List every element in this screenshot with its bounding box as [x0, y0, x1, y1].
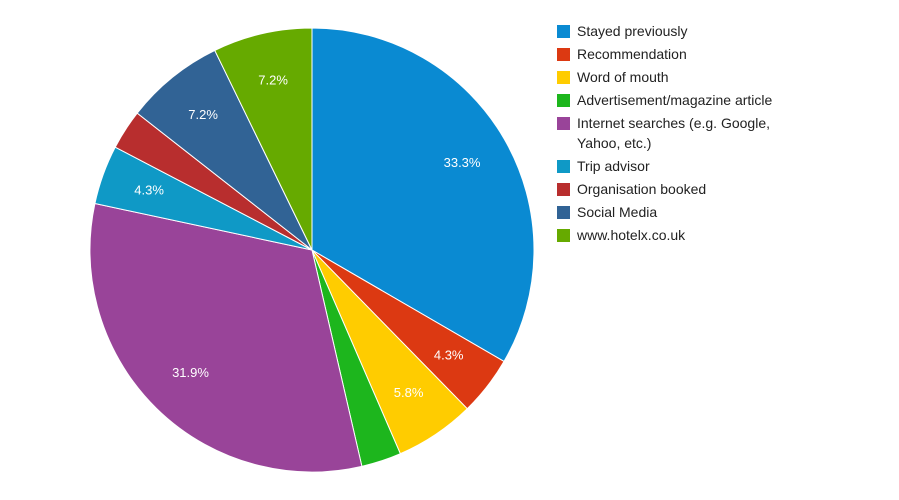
legend-item-internet-searches-e-g-google-yahoo-etc: Internet searches (e.g. Google, Yahoo, et…	[557, 115, 770, 151]
legend-swatch-advertisement-magazine-article	[557, 94, 570, 107]
legend-item-organisation-booked: Organisation booked	[557, 181, 706, 197]
legend-label-www-hotelx-co-uk: www.hotelx.co.uk	[576, 227, 686, 243]
legend-label-social-media: Social Media	[577, 204, 657, 220]
legend-swatch-www-hotelx-co-uk	[557, 229, 570, 242]
legend-item-stayed-previously: Stayed previously	[557, 23, 688, 39]
legend-label-recommendation: Recommendation	[577, 46, 687, 62]
pie-slice-internet-searches-e-g-google-yahoo-etc	[89, 203, 363, 473]
legend-swatch-social-media	[557, 206, 570, 219]
slice-label-social-media: 7.2%	[188, 107, 218, 122]
legend-swatch-stayed-previously	[557, 25, 570, 38]
legend-label-organisation-booked: Organisation booked	[577, 181, 706, 197]
legend-label-word-of-mouth: Word of mouth	[577, 69, 669, 85]
legend-label-internet-searches-e-g-google-yahoo-etc: Internet searches (e.g. Google,	[577, 115, 770, 131]
pie-slice-social-media	[136, 49, 313, 251]
slice-label-internet-searches-e-g-google-yahoo-etc: 31.9%	[172, 365, 209, 380]
legend-label-internet-searches-e-g-google-yahoo-etc-line-2: Yahoo, etc.)	[577, 135, 651, 151]
pie-slice-stayed-previously	[311, 27, 535, 362]
legend-swatch-internet-searches-e-g-google-yahoo-etc	[557, 117, 570, 130]
legend-swatch-recommendation	[557, 48, 570, 61]
legend-item-word-of-mouth: Word of mouth	[557, 69, 669, 85]
pie-slice-www-hotelx-co-uk	[214, 27, 313, 251]
legend-swatch-organisation-booked	[557, 183, 570, 196]
slice-label-trip-advisor: 4.3%	[134, 183, 164, 198]
slice-label-recommendation: 4.3%	[434, 348, 464, 363]
pie-slice-labels: 33.3% 4.3% 5.8% 31.9% 4.3% 7.2% 7.2%	[134, 73, 481, 400]
slice-label-stayed-previously: 33.3%	[444, 155, 481, 170]
legend-item-recommendation: Recommendation	[557, 46, 687, 62]
legend-label-advertisement-magazine-article: Advertisement/magazine article	[577, 92, 773, 108]
legend-label-trip-advisor: Trip advisor	[577, 158, 650, 174]
legend-swatch-trip-advisor	[557, 160, 570, 173]
slice-label-word-of-mouth: 5.8%	[394, 385, 424, 400]
legend-item-www-hotelx-co-uk: www.hotelx.co.uk	[557, 227, 686, 243]
legend-item-advertisement-magazine-article: Advertisement/magazine article	[557, 92, 773, 108]
legend-item-social-media: Social Media	[557, 204, 657, 220]
legend-swatch-word-of-mouth	[557, 71, 570, 84]
legend-item-trip-advisor: Trip advisor	[557, 158, 650, 174]
slice-label-www-hotelx-co-uk: 7.2%	[258, 73, 288, 88]
legend: Stayed previously Recommendation Word of m…	[557, 23, 773, 243]
pie-slices	[89, 27, 535, 473]
legend-label-stayed-previously: Stayed previously	[577, 23, 688, 39]
